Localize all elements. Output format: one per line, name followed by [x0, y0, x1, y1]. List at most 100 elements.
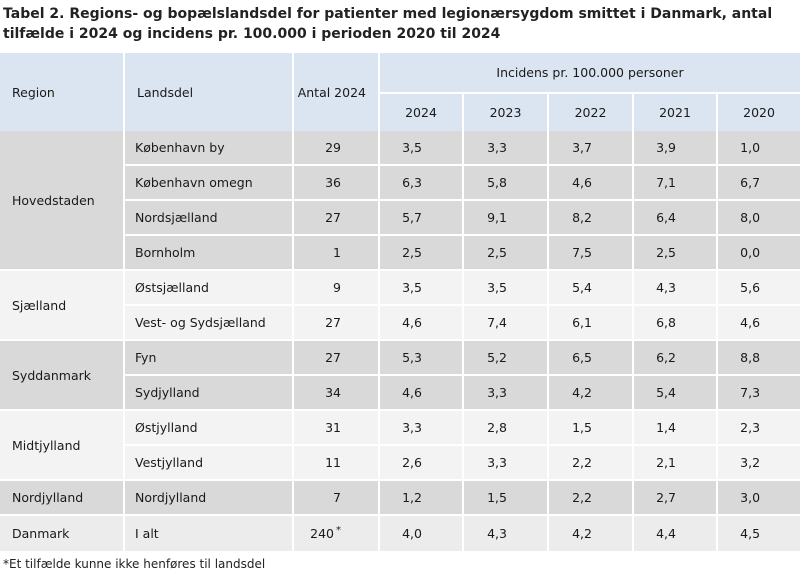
- landsdel-cell: Østjylland: [123, 411, 292, 446]
- header-year-2022: 2022: [547, 94, 632, 131]
- incidence-cell-2021: 2,7: [632, 481, 716, 516]
- incidence-cell-2021: 7,1: [632, 166, 716, 201]
- antal-cell: 11: [292, 446, 378, 481]
- header-landsdel: Landsdel: [123, 53, 292, 131]
- incidence-cell-2022: 4,2: [547, 376, 632, 411]
- landsdel-cell: Vest- og Sydsjælland: [123, 306, 292, 341]
- incidence-cell-2020: 1,0: [716, 131, 800, 166]
- table-row: Vestjylland 11 2,6 3,3 2,2 2,1 3,2: [0, 446, 800, 481]
- incidence-cell-2022: 6,1: [547, 306, 632, 341]
- incidence-cell-2020: 3,2: [716, 446, 800, 481]
- incidence-cell-2022: 7,5: [547, 236, 632, 271]
- total-incidence-cell-2024: 4,0: [378, 516, 462, 551]
- header-region: Region: [0, 53, 123, 131]
- header-year-2024: 2024: [378, 94, 462, 131]
- incidence-cell-2024: 2,6: [378, 446, 462, 481]
- incidence-cell-2024: 1,2: [378, 481, 462, 516]
- incidence-cell-2023: 5,2: [462, 341, 547, 376]
- total-incidence-cell-2023: 4,3: [462, 516, 547, 551]
- incidence-cell-2023: 3,3: [462, 446, 547, 481]
- incidence-cell-2020: 8,8: [716, 341, 800, 376]
- table-title: Tabel 2. Regions- og bopælslandsdel for …: [3, 6, 773, 42]
- incidence-cell-2021: 6,8: [632, 306, 716, 341]
- total-landsdel-cell: I alt: [123, 516, 292, 551]
- incidence-cell-2021: 2,1: [632, 446, 716, 481]
- incidence-cell-2021: 3,9: [632, 131, 716, 166]
- incidence-cell-2021: 1,4: [632, 411, 716, 446]
- table-row: Nordjylland Nordjylland 7 1,2 1,5 2,2 2,7 3,0: [0, 481, 800, 516]
- footnote: *Et tilfælde kunne ikke henføres til lan…: [3, 557, 266, 571]
- incidence-cell-2021: 6,4: [632, 201, 716, 236]
- incidence-cell-2024: 5,3: [378, 341, 462, 376]
- header-incidens: Incidens pr. 100.000 personer: [378, 53, 800, 94]
- incidence-cell-2024: 5,7: [378, 201, 462, 236]
- incidence-cell-2023: 3,3: [462, 131, 547, 166]
- antal-cell: 27: [292, 341, 378, 376]
- incidence-cell-2023: 2,5: [462, 236, 547, 271]
- incidence-cell-2020: 3,0: [716, 481, 800, 516]
- incidence-cell-2024: 3,5: [378, 271, 462, 306]
- antal-cell: 29: [292, 131, 378, 166]
- incidence-cell-2023: 7,4: [462, 306, 547, 341]
- header-year-2023: 2023: [462, 94, 547, 131]
- incidence-cell-2023: 5,8: [462, 166, 547, 201]
- landsdel-cell: Vestjylland: [123, 446, 292, 481]
- incidence-cell-2020: 0,0: [716, 236, 800, 271]
- region-cell: Midtjylland: [0, 411, 123, 481]
- incidence-cell-2022: 2,2: [547, 481, 632, 516]
- total-region-cell: Danmark: [0, 516, 123, 551]
- antal-cell: 27: [292, 201, 378, 236]
- footnote-marker: *: [336, 524, 341, 536]
- total-row: Danmark I alt 240 * 4,0 4,3 4,2 4,4 4,5: [0, 516, 800, 551]
- antal-cell: 27: [292, 306, 378, 341]
- table-row: Hovedstaden København by 29 3,5 3,3 3,7 3,9 1,0: [0, 131, 800, 271]
- incidence-cell-2022: 4,6: [547, 166, 632, 201]
- region-cell: Hovedstaden: [0, 131, 123, 271]
- antal-cell: 7: [292, 481, 378, 516]
- total-incidence-cell-2021: 4,4: [632, 516, 716, 551]
- incidence-table: Region Landsdel Antal 2024 Incidens pr. …: [0, 53, 800, 551]
- incidence-cell-2024: 4,6: [378, 376, 462, 411]
- incidence-cell-2024: 3,5: [378, 131, 462, 166]
- antal-cell: 36: [292, 166, 378, 201]
- header-antal-2024: Antal 2024: [292, 53, 378, 131]
- incidence-cell-2023: 2,8: [462, 411, 547, 446]
- incidence-cell-2022: 8,2: [547, 201, 632, 236]
- region-cell: Nordjylland: [0, 481, 123, 516]
- landsdel-cell: København omegn: [123, 166, 292, 201]
- incidence-cell-2023: 1,5: [462, 481, 547, 516]
- incidence-cell-2023: 3,5: [462, 271, 547, 306]
- total-incidence-cell-2022: 4,2: [547, 516, 632, 551]
- incidence-cell-2022: 3,7: [547, 131, 632, 166]
- incidence-cell-2024: 4,6: [378, 306, 462, 341]
- table-row: Midtjylland Østjylland 31 3,3 2,8 1,5 1,4 2,3: [0, 411, 800, 481]
- antal-cell: 9: [292, 271, 378, 306]
- incidence-cell-2023: 9,1: [462, 201, 547, 236]
- landsdel-cell: Sydjylland: [123, 376, 292, 411]
- table-row: København omegn 36 6,3 5,8 4,6 7,1 6,7: [0, 166, 800, 201]
- incidence-cell-2024: 3,3: [378, 411, 462, 446]
- total-incidence-cell-2020: 4,5: [716, 516, 800, 551]
- header-years-row: 2024 2023 2022 2021 2020: [0, 94, 800, 131]
- table-row: Nordsjælland 27 5,7 9,1 8,2 6,4 8,0: [0, 201, 800, 236]
- antal-cell: 34: [292, 376, 378, 411]
- incidence-cell-2021: 5,4: [632, 376, 716, 411]
- table-row: Sydjylland 34 4,6 3,3 4,2 5,4 7,3: [0, 376, 800, 411]
- antal-cell: 31: [292, 411, 378, 446]
- region-cell: Sjælland: [0, 271, 123, 341]
- table-row: Bornholm 1 2,5 2,5 7,5 2,5 0,0: [0, 236, 800, 271]
- landsdel-cell: Nordsjælland: [123, 201, 292, 236]
- region-cell: Syddanmark: [0, 341, 123, 411]
- total-antal-cell: 240 *: [292, 516, 378, 551]
- incidence-cell-2022: 1,5: [547, 411, 632, 446]
- incidence-cell-2021: 6,2: [632, 341, 716, 376]
- incidence-cell-2024: 2,5: [378, 236, 462, 271]
- header-year-2020: 2020: [716, 94, 800, 131]
- landsdel-cell: Bornholm: [123, 236, 292, 271]
- incidence-cell-2020: 4,6: [716, 306, 800, 341]
- incidence-cell-2022: 5,4: [547, 271, 632, 306]
- incidence-cell-2021: 2,5: [632, 236, 716, 271]
- incidence-cell-2020: 5,6: [716, 271, 800, 306]
- incidence-cell-2020: 8,0: [716, 201, 800, 236]
- incidence-cell-2020: 2,3: [716, 411, 800, 446]
